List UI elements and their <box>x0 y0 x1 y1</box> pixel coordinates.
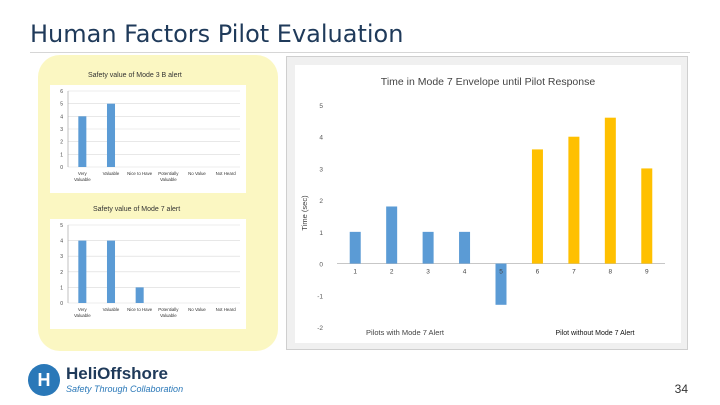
mini-1-x-tick: Valuable <box>103 171 120 176</box>
left-charts-panel: Safety value of Mode 3 B alert 0 1 2 3 4 5 6 Ve… <box>38 55 278 351</box>
mini-2-y-tick: 5 <box>60 223 63 229</box>
mini-chart-2: 0 1 2 3 4 5 Very Valuable Valuable Nice to Have Po… <box>50 219 246 329</box>
mini-1-y-tick: 0 <box>60 165 63 171</box>
mini-1-bar <box>78 116 87 167</box>
mini-2-x-tick: No Value <box>188 307 206 312</box>
mini-2-y-tick: 2 <box>60 270 63 276</box>
main-bar <box>568 136 580 264</box>
logo-name: HeliOffshore <box>66 364 169 383</box>
mini-1-x-tick: No Value <box>188 171 206 176</box>
main-x-tick: 4 <box>463 269 467 276</box>
main-y-tick: 3 <box>319 166 323 173</box>
main-bar <box>495 263 507 305</box>
mini-1-y-tick: 1 <box>60 152 63 158</box>
mini-2-x-tick: Valuable <box>103 307 120 312</box>
mini-2-bar <box>106 240 116 303</box>
mini-1-y-tick: 6 <box>60 89 63 95</box>
logo-mark-icon: H <box>28 364 60 396</box>
mini-2-x-tick: Nice to Have <box>127 307 153 312</box>
main-x-tick: 5 <box>499 269 503 276</box>
mini-1-x-tick: Not Heard <box>216 171 237 176</box>
mini-2-x-tick: Not Heard <box>216 307 237 312</box>
main-x-tick: 6 <box>536 269 540 276</box>
main-y-tick: 0 <box>319 262 323 269</box>
main-y-tick: 1 <box>319 230 323 237</box>
mini-2-bar <box>78 240 87 303</box>
main-x-tick: 3 <box>426 269 430 276</box>
page-number: 34 <box>674 382 688 396</box>
main-x-tick: 7 <box>572 269 576 276</box>
main-bar <box>386 206 398 264</box>
mini-1-x-tick: Potentially <box>158 171 179 176</box>
mini-2-y-tick: 4 <box>60 239 63 245</box>
main-y-tick: -2 <box>317 325 323 332</box>
main-x-tick: 2 <box>390 269 394 276</box>
main-bar <box>531 149 543 264</box>
mini-1-x-tick-line2: Valuable <box>160 177 177 182</box>
slide-title: Human Factors Pilot Evaluation <box>30 20 404 48</box>
mini-1-bar <box>106 103 116 167</box>
mini-2-x-tick-line2: Valuable <box>74 313 91 318</box>
main-chart-title: Time in Mode 7 Envelope until Pilot Resp… <box>381 76 596 88</box>
group-label-with-alert: Pilots with Mode 7 Alert <box>366 328 445 337</box>
mini-2-y-tick: 1 <box>60 285 63 291</box>
main-x-tick: 9 <box>645 269 649 276</box>
mini-2-x-tick: Very <box>78 307 88 312</box>
mini-2-y-tick: 0 <box>60 301 63 307</box>
main-y-tick: 4 <box>319 135 323 142</box>
main-bar <box>604 117 616 264</box>
main-y-tick: -1 <box>317 293 323 300</box>
right-chart-panel: Time in Mode 7 Envelope until Pilot Resp… <box>286 56 688 350</box>
main-x-tick: 1 <box>353 269 357 276</box>
logo-tagline: Safety Through Collaboration <box>66 384 184 394</box>
mini-chart-2-title: Safety value of Mode 7 alert <box>93 206 181 213</box>
mini-2-bar <box>135 287 144 303</box>
mini-1-x-tick-line2: Valuable <box>74 177 91 182</box>
mini-1-y-tick: 4 <box>60 114 63 120</box>
mini-1-y-tick: 5 <box>60 102 63 108</box>
main-bar <box>459 231 471 264</box>
helioffshore-logo: H HeliOffshore Safety Through Collaborat… <box>28 362 228 398</box>
mini-1-x-tick: Nice to Have <box>127 171 153 176</box>
main-y-axis-label: Time (sec) <box>300 195 309 231</box>
mini-2-x-tick-line2: Valuable <box>160 313 177 318</box>
main-bar <box>349 231 361 264</box>
mini-1-y-tick: 3 <box>60 127 63 133</box>
group-label-without-alert: Pilot without Mode 7 Alert <box>556 330 635 337</box>
main-y-tick: 5 <box>319 103 323 110</box>
mini-2-y-tick: 3 <box>60 254 63 260</box>
mini-1-y-tick: 2 <box>60 140 63 146</box>
mini-1-x-tick: Very <box>78 171 88 176</box>
main-chart-svg: Time in Mode 7 Envelope until Pilot Resp… <box>300 76 665 337</box>
mini-chart-1: 0 1 2 3 4 5 6 Very Valuable Valuable Nice to Have P… <box>50 85 246 193</box>
main-bar <box>641 168 653 264</box>
title-divider <box>30 52 690 53</box>
mini-chart-1-title: Safety value of Mode 3 B alert <box>88 72 182 79</box>
main-x-tick: 8 <box>609 269 613 276</box>
main-chart: Time in Mode 7 Envelope until Pilot Resp… <box>295 65 681 343</box>
main-y-tick: 2 <box>319 198 323 205</box>
main-bar <box>422 231 434 264</box>
mini-2-x-tick: Potentially <box>158 307 179 312</box>
